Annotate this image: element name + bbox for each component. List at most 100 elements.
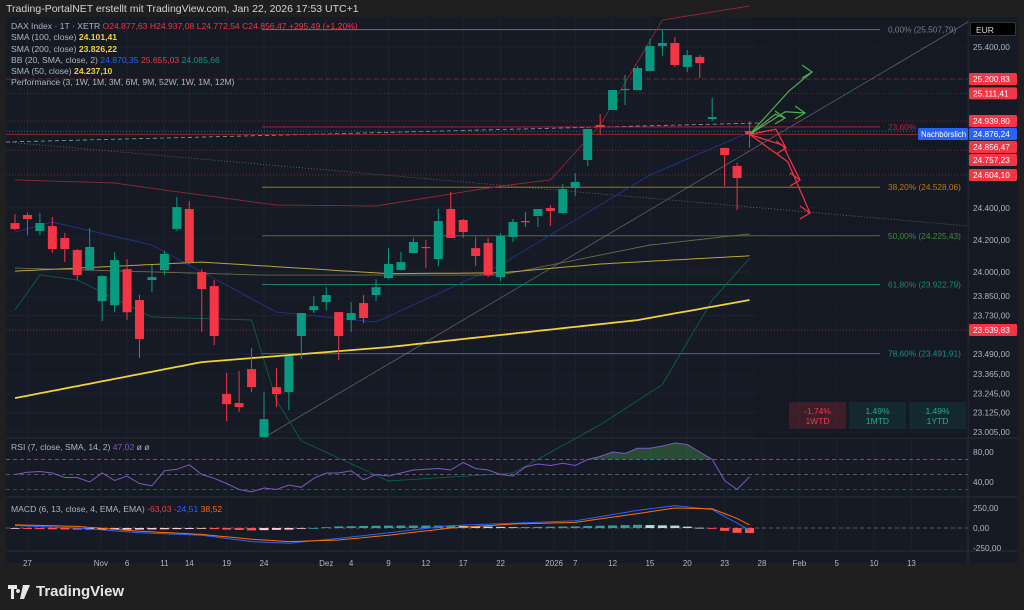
macd-line-value: -24,51	[173, 504, 199, 514]
fib-level-label: 50,00% (24.225,43)	[888, 231, 961, 241]
candle-body	[122, 269, 132, 313]
macd-hist-value: -63,03	[147, 504, 172, 514]
macd-histogram-bar	[533, 526, 543, 528]
bb-upper-line	[14, 5, 750, 207]
candle-body	[421, 246, 431, 249]
macd-histogram-bar	[732, 528, 742, 533]
x-tick-label: 10	[870, 559, 879, 568]
candle-body	[10, 223, 20, 229]
x-tick-label: 13	[907, 559, 916, 568]
macd-histogram-bar	[334, 526, 344, 528]
legend-bb[interactable]: BB (20, SMA, close, 2) 24.870,35 25.655,…	[11, 55, 358, 66]
candle-body	[408, 241, 418, 254]
macd-legend[interactable]: MACD (6, 13, close, 4, EMA, EMA) -63,03 …	[11, 504, 222, 514]
future-area	[755, 17, 968, 438]
price-badge	[969, 73, 1017, 86]
rsi-tick-label: 40,00	[973, 477, 994, 487]
perf-box-1wtd: -1,74% 1WTD	[789, 402, 846, 429]
candle-body	[558, 189, 568, 214]
macd-tick-label: -250,00	[973, 543, 1002, 553]
macd-histogram-bar	[60, 528, 70, 530]
x-tick-label: 17	[459, 559, 468, 568]
macd-tick-label: 250,00	[973, 503, 999, 513]
bb-basis-line	[14, 131, 750, 323]
candle-body	[508, 222, 518, 238]
x-tick-label: 24	[260, 559, 269, 568]
candle-body	[533, 209, 543, 217]
candle-body	[670, 42, 680, 66]
price-tick-label: 23.005,00	[973, 427, 1010, 437]
candle-body	[197, 272, 207, 290]
x-tick-label: 15	[645, 559, 654, 568]
macd-histogram-bar	[620, 525, 630, 528]
x-tick-label: 27	[23, 559, 32, 568]
macd-histogram-bar	[396, 525, 406, 528]
tradingview-logo[interactable]: TradingView	[8, 583, 124, 600]
macd-histogram-bar	[321, 527, 331, 528]
low-value: L24.772,54	[196, 21, 240, 31]
macd-histogram-bar	[408, 525, 418, 528]
rsi-tick-label: 80,00	[973, 447, 994, 457]
perf-period: 1MTD	[865, 416, 890, 426]
x-tick-label: Nov	[94, 559, 108, 568]
fib-level-label: 23,60%	[888, 122, 917, 132]
macd-pane[interactable]	[6, 505, 968, 544]
x-tick-label: 12	[421, 559, 430, 568]
legend-sma50[interactable]: SMA (50, close) 24.237,10	[11, 66, 358, 77]
price-pane[interactable]: 0,00% (25.507,79) 23,60% 38,20% (24.528,06…	[5, 5, 969, 482]
candle-body	[371, 287, 381, 296]
macd-histogram-bar	[346, 526, 356, 528]
macd-histogram-bar	[446, 525, 456, 528]
legend-sma200[interactable]: SMA (200, close) 23.826,22	[11, 44, 358, 55]
rsi-line	[14, 442, 750, 493]
candle-body	[172, 207, 182, 229]
arrow-head-icon	[775, 140, 788, 155]
tradingview-logo-icon	[8, 584, 30, 599]
candle-body	[222, 394, 232, 405]
sma50-label: SMA (50, close)	[11, 66, 72, 77]
candle-body	[446, 209, 456, 238]
x-tick-label: 14	[185, 559, 194, 568]
rsi-legend[interactable]: RSI (7, close, SMA, 14, 2) 47,02 ø ø	[11, 442, 150, 452]
rsi-value: 47,02	[112, 442, 135, 452]
symbol-label: DAX Index · 1T · XETR	[11, 21, 101, 31]
candle-body	[159, 254, 169, 271]
price-badge-label: 24.757,23	[973, 155, 1010, 165]
macd-signal-line	[14, 507, 750, 543]
price-tick-label: 24.400,00	[973, 203, 1010, 213]
legend-symbol-row[interactable]: DAX Index · 1T · XETR O24.877,63 H24.937…	[11, 21, 358, 32]
price-tick-label: 23.125,00	[973, 408, 1010, 418]
arrow-head-icon	[801, 64, 814, 79]
chart-legend: DAX Index · 1T · XETR O24.877,63 H24.937…	[11, 21, 358, 89]
macd-histogram-bar	[695, 527, 705, 529]
macd-histogram-bar	[558, 526, 568, 528]
perf-period: 1YTD	[926, 416, 949, 426]
macd-histogram-bar	[371, 525, 381, 528]
candle-body	[570, 182, 580, 188]
rsi-pane[interactable]	[6, 442, 968, 493]
macd-histogram-bar	[608, 525, 618, 528]
price-badge	[969, 140, 1017, 153]
perf-value: 1.49%	[925, 406, 950, 416]
high-value: H24.937,08	[149, 21, 195, 31]
candle-body	[520, 221, 530, 223]
macd-histogram-bar	[247, 528, 257, 531]
price-tick-label: 23.245,00	[973, 388, 1010, 398]
legend-performance[interactable]: Performance (3, 1W, 1M, 3M, 6M, 9M, 52W,…	[11, 77, 358, 88]
candle-body	[657, 42, 667, 47]
candle-body	[35, 223, 45, 232]
open-value: O24.877,63	[102, 21, 148, 31]
legend-sma100[interactable]: SMA (100, close) 24.101,41	[11, 32, 358, 43]
scenario-arrow	[749, 133, 811, 214]
sma50-line	[14, 233, 750, 276]
bb-label: BB (20, SMA, close, 2)	[11, 54, 98, 65]
currency-selector[interactable]: EUR	[970, 22, 1016, 36]
scenario-arrow	[749, 71, 813, 135]
candle-body	[147, 277, 157, 281]
price-tick-label: 25.400,00	[973, 42, 1010, 52]
macd-histogram-bar	[122, 528, 132, 530]
price-tick-label: 23.490,00	[973, 349, 1010, 359]
candle-body	[72, 250, 82, 276]
sma200-value: 23.826,22	[78, 43, 118, 54]
